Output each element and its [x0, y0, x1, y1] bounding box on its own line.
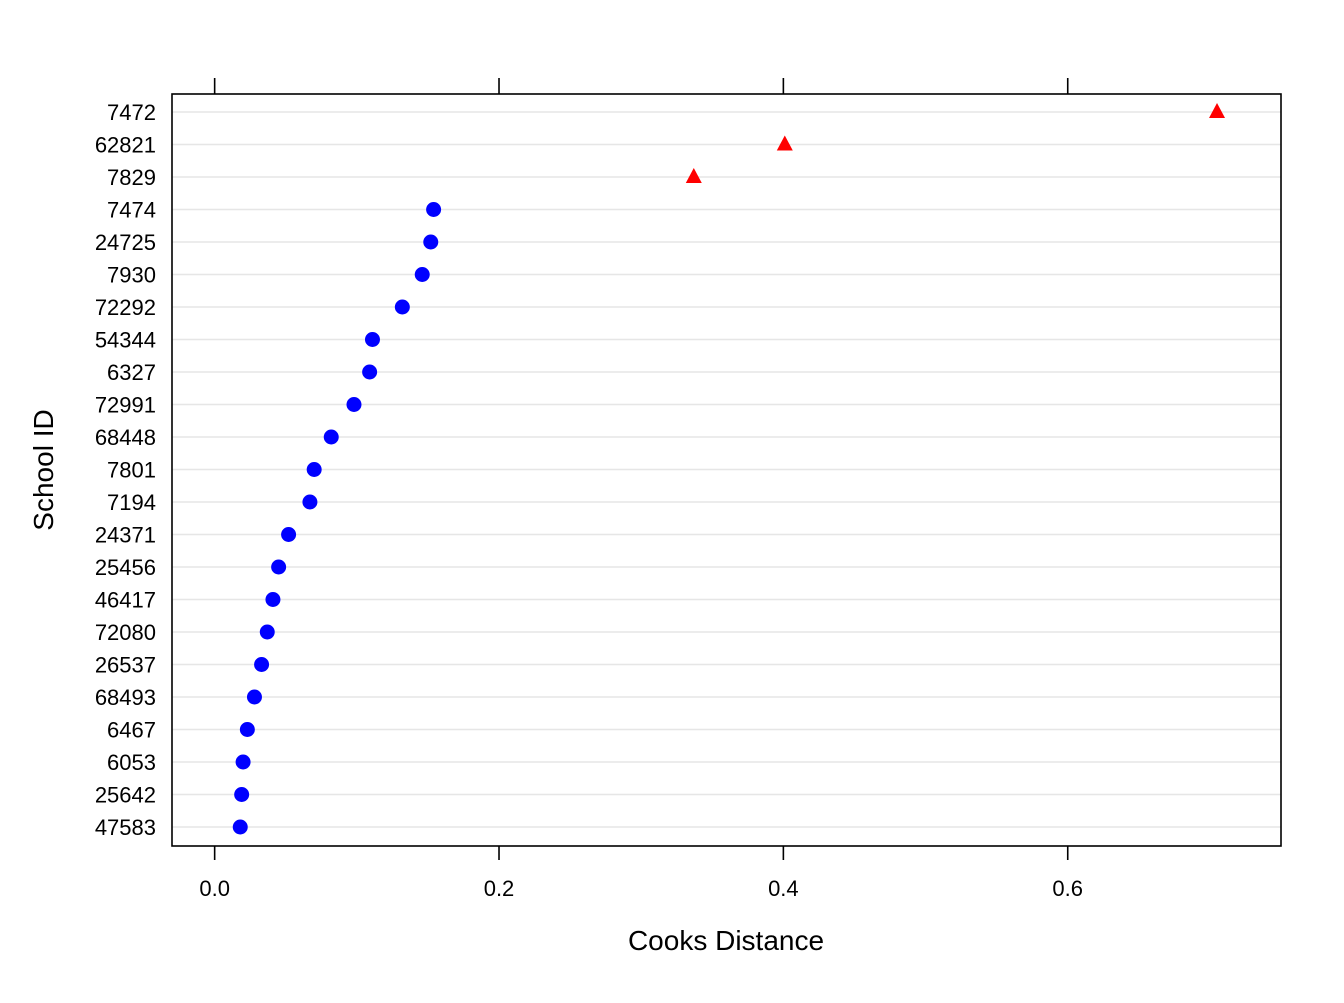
data-point-25642	[234, 787, 250, 802]
data-point-7930	[414, 267, 430, 282]
y-tick-label: 7829	[107, 165, 156, 190]
y-axis-title: School ID	[28, 409, 59, 530]
y-tick-labels: 7472 62821 7829 7474 24725 7930 72292 54344 6327…	[95, 100, 156, 840]
data-point-25456	[271, 559, 287, 575]
y-tick-label: 7194	[107, 490, 156, 515]
data-point-47583	[232, 819, 248, 835]
y-tick-label: 24725	[95, 230, 156, 255]
data-point-flagged-7829	[685, 168, 702, 183]
y-tick-label: 47583	[95, 815, 156, 840]
y-tick-label: 68493	[95, 685, 156, 710]
data-point-72080	[259, 624, 275, 640]
data-point-72991	[346, 397, 362, 412]
data-point-54344	[364, 332, 380, 347]
data-point-24725	[423, 234, 439, 250]
y-tick-label: 25642	[95, 783, 156, 808]
x-tick-label: 0.0	[199, 876, 230, 901]
data-point-68493	[246, 689, 262, 705]
x-tick-label: 0.2	[484, 876, 515, 901]
x-tick-label: 0.4	[768, 876, 799, 901]
y-tick-label: 6327	[107, 360, 156, 385]
data-point-6327	[362, 364, 378, 380]
y-tick-label: 6053	[107, 750, 156, 775]
data-point-26537	[254, 657, 270, 672]
x-axis-title: Cooks Distance	[628, 925, 824, 956]
y-tick-label: 7474	[107, 198, 156, 223]
data-points	[232, 103, 1226, 835]
x-tick-label: 0.6	[1052, 876, 1083, 901]
y-tick-label: 24371	[95, 523, 156, 548]
y-tick-label: 62821	[95, 133, 156, 158]
y-tick-label: 68448	[95, 425, 156, 450]
data-point-7801	[306, 462, 322, 477]
y-tick-label: 25456	[95, 555, 156, 580]
data-point-46417	[265, 592, 281, 607]
y-tick-label: 46417	[95, 588, 156, 613]
data-point-7194	[302, 494, 318, 510]
y-tick-label: 6467	[107, 718, 156, 743]
data-point-7474	[426, 202, 442, 217]
grid-lines	[172, 111, 1281, 828]
data-point-flagged-62821	[776, 135, 793, 151]
y-tick-label: 72991	[95, 393, 156, 418]
x-axis-ticks: 0.0 0.2 0.4 0.6	[199, 78, 1083, 901]
y-tick-label: 7930	[107, 263, 156, 288]
y-tick-label: 72292	[95, 295, 156, 320]
data-point-flagged-7472	[1209, 103, 1226, 118]
data-point-6467	[239, 722, 255, 737]
data-point-6053	[235, 754, 251, 770]
plot-frame	[171, 93, 1282, 847]
y-tick-label: 72080	[95, 620, 156, 645]
y-tick-label: 7801	[107, 458, 156, 483]
data-point-72292	[394, 299, 410, 315]
y-tick-label: 54344	[95, 328, 156, 353]
y-tick-label: 26537	[95, 653, 156, 678]
y-tick-label: 7472	[107, 100, 156, 125]
data-point-68448	[323, 429, 339, 445]
data-point-24371	[281, 527, 297, 542]
